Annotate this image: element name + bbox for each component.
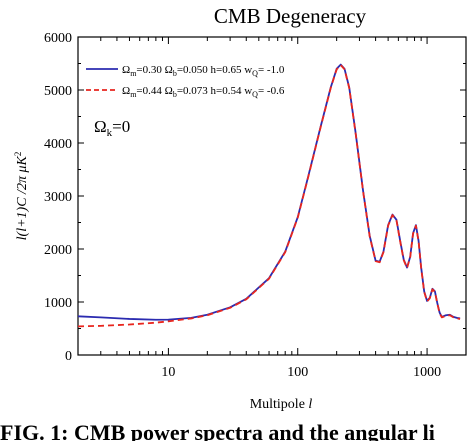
x-axis: 10 100 1000 [77,37,467,380]
y-tick-label: 6000 [44,31,72,46]
legend-entry-series-2: Ωm=0.44 Ωb=0.073 h=0.54 wQ= -0.6 [122,85,285,99]
x-tick-label: 10 [161,365,175,380]
series-line-1 [77,63,461,321]
y-tick-label: 5000 [44,84,72,99]
series-lines [77,63,461,328]
chart-title: CMB Degeneracy [214,4,367,28]
y-tick-label: 1000 [44,296,72,311]
omega-k-annotation: Ωk=0 [94,117,130,139]
y-axis-label: l(l+1)C /2π μK2 [13,152,30,241]
y-tick-label: 3000 [44,190,72,205]
x-tick-label: 100 [287,365,308,380]
series-line-2 [77,64,461,328]
legend: Ωm=0.30 Ωb=0.050 h=0.65 wQ= -1.0 Ωm=0.44… [86,64,285,99]
x-tick-label: 1000 [413,365,441,380]
y-axis: 0 1000 2000 3000 4000 5000 6000 [44,31,466,364]
y-tick-label: 2000 [44,243,72,258]
legend-entry-series-1: Ωm=0.30 Ωb=0.050 h=0.65 wQ= -1.0 [122,64,285,78]
x-axis-label: Multipole l [250,397,313,412]
y-tick-label: 0 [65,349,72,364]
figure-caption: FIG. 1: CMB power spectra and the angula… [0,420,435,441]
y-tick-label: 4000 [44,137,72,152]
